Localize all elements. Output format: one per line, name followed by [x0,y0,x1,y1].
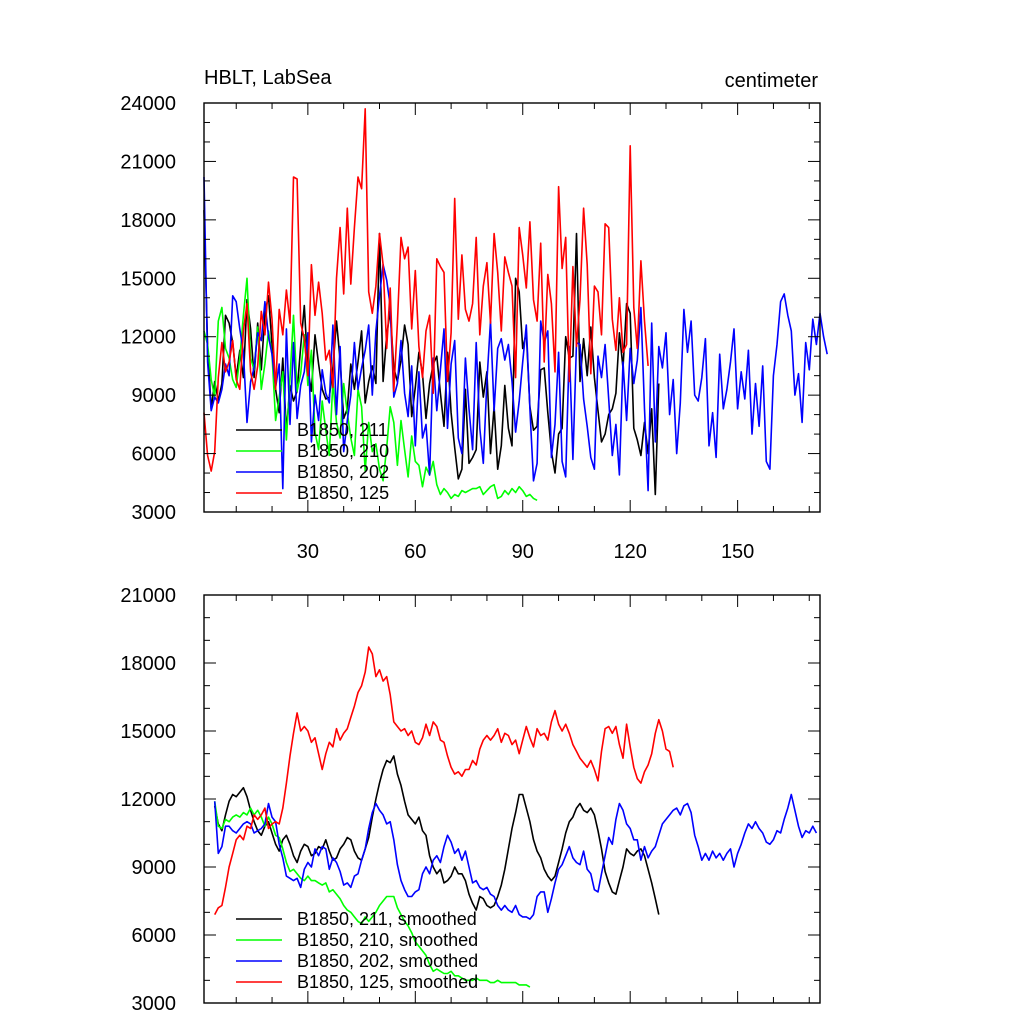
legend-label: B1850, 125 [297,483,389,503]
legend-label: B1850, 210, smoothed [297,930,478,950]
y-tick-label: 3000 [132,502,177,524]
y-tick-label: 9000 [132,385,177,407]
y-tick-label: 12000 [120,327,176,349]
series-line-2 [203,277,538,502]
x-tick-label: 90 [512,541,534,563]
x-tick-label: 120 [613,541,646,563]
x-tick-label: 30 [297,541,319,563]
bottom-plot-lines [213,646,818,988]
y-tick-label: 18000 [120,210,176,232]
bottom-panel: 3000 6000 9000 12000 15000 18000 21000 B1850, … [120,585,821,1015]
y-tick-label: 3000 [132,993,177,1015]
top-axes: 3000 6000 9000 12000 15000 18000 21000 24000 30 6… [120,93,821,563]
y-tick-label: 21000 [120,585,176,607]
y-tick-label: 24000 [120,93,176,115]
legend-label: B1850, 202, smoothed [297,951,478,971]
plot-frame [203,102,821,513]
series-line-4 [213,646,674,915]
y-tick-label: 6000 [132,444,177,466]
legend-label: B1850, 125, smoothed [297,972,478,992]
bottom-axes: 3000 6000 9000 12000 15000 18000 21000 [120,585,821,1015]
y-tick-label: 15000 [120,268,176,290]
legend-label: B1850, 202 [297,462,389,482]
chart-title: HBLT, LabSea [204,67,332,89]
top-panel: HBLT, LabSea centimeter 3000 6000 9000 1200… [120,67,828,563]
legend-label: B1850, 210 [297,441,389,461]
series-line-1 [213,755,660,915]
y-tick-label: 9000 [132,857,177,879]
x-tick-label: 60 [404,541,426,563]
series-line-3 [203,176,828,492]
y-tick-label: 15000 [120,721,176,743]
y-tick-label: 12000 [120,789,176,811]
legend-label: B1850, 211 [297,420,388,440]
x-tick-label: 150 [721,541,754,563]
top-plot-lines [203,108,828,502]
units-label: centimeter [725,70,819,92]
y-tick-label: 21000 [120,151,176,173]
legend-label: B1850, 211, smoothed [297,909,477,929]
y-tick-label: 18000 [120,653,176,675]
series-line-4 [203,108,649,472]
series-line-3 [213,793,818,920]
y-tick-label: 6000 [132,925,177,947]
